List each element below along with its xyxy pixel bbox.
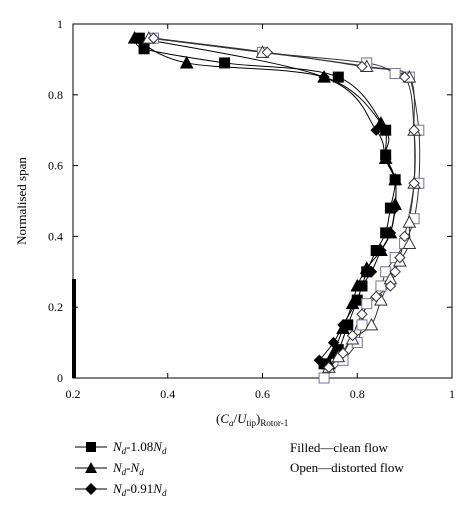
y-tick-label: 1 [57,17,63,31]
data-point-diamond-filled [313,354,326,367]
legend-note-open: Open—distorted flow [290,460,404,475]
data-point-diamond-open [398,71,411,83]
svg-text:Nd-0.91Nd: Nd-0.91Nd [112,481,167,498]
axis-side-bar [72,279,76,378]
data-point-square-open [375,280,387,292]
svg-text:Nd-Nd: Nd-Nd [112,460,144,477]
legend-entry-2: Nd-Nd [75,460,144,477]
series-line-square-filled [136,37,396,365]
series-line-triangle-open [148,37,416,368]
series-markers [127,31,425,384]
data-point-diamond-filled [389,202,401,214]
y-tick-label: 0.2 [48,300,63,314]
data-point-diamond-filled [327,336,340,349]
legend-entry-3: Nd-0.91Nd [75,481,167,498]
data-point-diamond-filled [370,124,382,136]
x-tick-label: 0.4 [160,387,175,401]
data-point-diamond-open [356,308,368,320]
data-point-diamond-filled [379,152,392,165]
data-point-square-filled [332,71,344,83]
x-axis-label: (Ca/Utip)Rotor-1 [216,411,288,428]
data-point-square-open [318,372,330,384]
legend-entry-1: Nd-1.08Nd [75,439,167,456]
data-point-diamond-filled [356,280,368,292]
series-line-square-open [153,37,421,379]
data-point-diamond-filled [337,319,349,331]
data-point-diamond-filled [318,71,330,83]
data-point-diamond-open [394,251,406,264]
legend-note-filled: Filled—clean flow [290,440,388,455]
data-point-square-open [356,319,368,331]
data-point-diamond-open [384,280,397,292]
svg-text:Nd-1.08Nd: Nd-1.08Nd [112,439,167,456]
series-lines [134,37,421,379]
data-point-triangle-open [402,236,417,249]
data-point-square-filled [219,57,231,69]
data-point-diamond-filled [365,266,378,278]
y-tick-label: 0.4 [48,229,63,243]
data-point-diamond-open [346,329,359,342]
data-point-diamond-filled [384,227,397,239]
data-point-diamond-open [147,32,160,44]
data-point-triangle-filled [179,55,194,69]
data-point-diamond-open [323,361,335,374]
axis-ticks: 0.2 0.4 0.6 0.8 100.20.40.60.81 [48,17,455,401]
series-line-diamond-open [153,37,416,368]
data-point-triangle-filled [374,116,388,129]
data-point-square-open [361,298,373,310]
data-point-triangle-open [402,215,417,228]
x-tick-label: 0.8 [350,387,365,401]
data-point-square-filled [138,43,150,55]
data-point-diamond-filled [133,32,146,44]
data-point-diamond-open [370,290,382,303]
legend-square-marker [86,442,96,452]
data-point-triangle-open [364,317,379,331]
data-point-diamond-open [389,266,401,278]
y-axis-label: Normalised span [14,157,29,245]
data-point-diamond-open [408,124,420,136]
y-tick-label: 0.6 [48,159,63,173]
data-point-diamond-open [356,60,368,73]
legend-triangle-marker [85,462,97,473]
data-point-diamond-open [261,46,273,59]
series-line-diamond-filled [139,37,397,361]
data-point-diamond-open [398,230,411,243]
data-point-diamond-open [408,177,420,190]
x-tick-label: 0.2 [66,387,81,401]
data-point-diamond-filled [351,294,363,306]
data-point-diamond-open [337,347,349,359]
legend: Nd-1.08Nd Nd-Nd Nd-0.91Nd Filled—clean f… [75,439,404,498]
data-point-diamond-filled [375,244,387,257]
series-line-triangle-filled [134,37,397,365]
x-tick-label: 1 [449,387,455,401]
y-tick-label: 0 [57,371,63,385]
y-tick-label: 0.8 [48,88,63,102]
x-tick-label: 0.6 [255,387,270,401]
data-point-diamond-filled [389,174,401,186]
data-point-square-open [389,68,401,80]
legend-diamond-marker [85,483,97,495]
